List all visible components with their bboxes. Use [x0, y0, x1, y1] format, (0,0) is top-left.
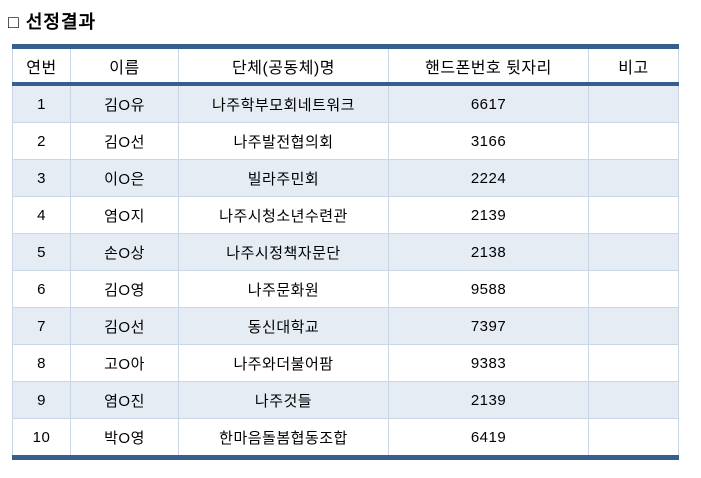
cell-name: 김O선: [70, 122, 179, 160]
cell-name: 이O은: [70, 159, 179, 197]
column-header-phone: 핸드폰번호 뒷자리: [388, 46, 589, 86]
page-title: □ 선정결과: [8, 12, 97, 32]
table-row: 7 김O선 동신대학교 7397: [12, 307, 679, 345]
cell-org: 나주시정책자문단: [178, 233, 389, 271]
cell-org: 나주발전협의회: [178, 122, 389, 160]
table-row: 4 염O지 나주시청소년수련관 2139: [12, 196, 679, 234]
cell-note: [588, 196, 679, 234]
cell-no: 9: [12, 381, 71, 419]
cell-no: 3: [12, 159, 71, 197]
cell-no: 10: [12, 418, 71, 458]
cell-org: 나주문화원: [178, 270, 389, 308]
table-row: 5 손O상 나주시정책자문단 2138: [12, 233, 679, 271]
cell-name: 김O선: [70, 307, 179, 345]
cell-note: [588, 159, 679, 197]
cell-phone: 2224: [388, 159, 589, 197]
cell-phone: 2138: [388, 233, 589, 271]
cell-no: 6: [12, 270, 71, 308]
cell-phone: 6419: [388, 418, 589, 458]
cell-note: [588, 122, 679, 160]
cell-phone: 9588: [388, 270, 589, 308]
table-row: 10 박O영 한마음돌봄협동조합 6419: [12, 418, 679, 458]
cell-no: 1: [12, 83, 71, 123]
cell-name: 고O아: [70, 344, 179, 382]
cell-org: 나주것들: [178, 381, 389, 419]
cell-phone: 3166: [388, 122, 589, 160]
cell-note: [588, 233, 679, 271]
cell-phone: 2139: [388, 196, 589, 234]
cell-name: 박O영: [70, 418, 179, 458]
cell-name: 김O영: [70, 270, 179, 308]
table-row: 9 염O진 나주것들 2139: [12, 381, 679, 419]
selection-results-table: 연번 이름 단체(공동체)명 핸드폰번호 뒷자리 비고 1 김O유 나주학부모회네트…: [12, 44, 679, 460]
cell-no: 2: [12, 122, 71, 160]
cell-org: 빌라주민회: [178, 159, 389, 197]
table-row: 8 고O아 나주와더불어팜 9383: [12, 344, 679, 382]
cell-phone: 2139: [388, 381, 589, 419]
cell-name: 염O진: [70, 381, 179, 419]
cell-note: [588, 307, 679, 345]
cell-note: [588, 83, 679, 123]
cell-no: 5: [12, 233, 71, 271]
table-row: 3 이O은 빌라주민회 2224: [12, 159, 679, 197]
column-header-name: 이름: [70, 46, 179, 86]
table-row: 1 김O유 나주학부모회네트워크 6617: [12, 83, 679, 123]
cell-org: 나주학부모회네트워크: [178, 83, 389, 123]
cell-org: 동신대학교: [178, 307, 389, 345]
cell-org: 나주시청소년수련관: [178, 196, 389, 234]
table-body: 1 김O유 나주학부모회네트워크 6617 2 김O선 나주발전협의회 3166 3 이O은 빌라주…: [12, 83, 679, 458]
cell-phone: 6617: [388, 83, 589, 123]
cell-phone: 7397: [388, 307, 589, 345]
table-row: 6 김O영 나주문화원 9588: [12, 270, 679, 308]
column-header-note: 비고: [588, 46, 679, 86]
cell-name: 김O유: [70, 83, 179, 123]
table-row: 2 김O선 나주발전협의회 3166: [12, 122, 679, 160]
cell-org: 나주와더불어팜: [178, 344, 389, 382]
cell-name: 손O상: [70, 233, 179, 271]
cell-no: 4: [12, 196, 71, 234]
cell-no: 7: [12, 307, 71, 345]
cell-note: [588, 344, 679, 382]
cell-note: [588, 270, 679, 308]
cell-phone: 9383: [388, 344, 589, 382]
cell-note: [588, 418, 679, 458]
table-header: 연번 이름 단체(공동체)명 핸드폰번호 뒷자리 비고: [12, 46, 679, 86]
column-header-org: 단체(공동체)명: [178, 46, 389, 86]
cell-note: [588, 381, 679, 419]
column-header-no: 연번: [12, 46, 71, 86]
cell-name: 염O지: [70, 196, 179, 234]
table-header-row: 연번 이름 단체(공동체)명 핸드폰번호 뒷자리 비고: [12, 46, 679, 86]
cell-no: 8: [12, 344, 71, 382]
cell-org: 한마음돌봄협동조합: [178, 418, 389, 458]
